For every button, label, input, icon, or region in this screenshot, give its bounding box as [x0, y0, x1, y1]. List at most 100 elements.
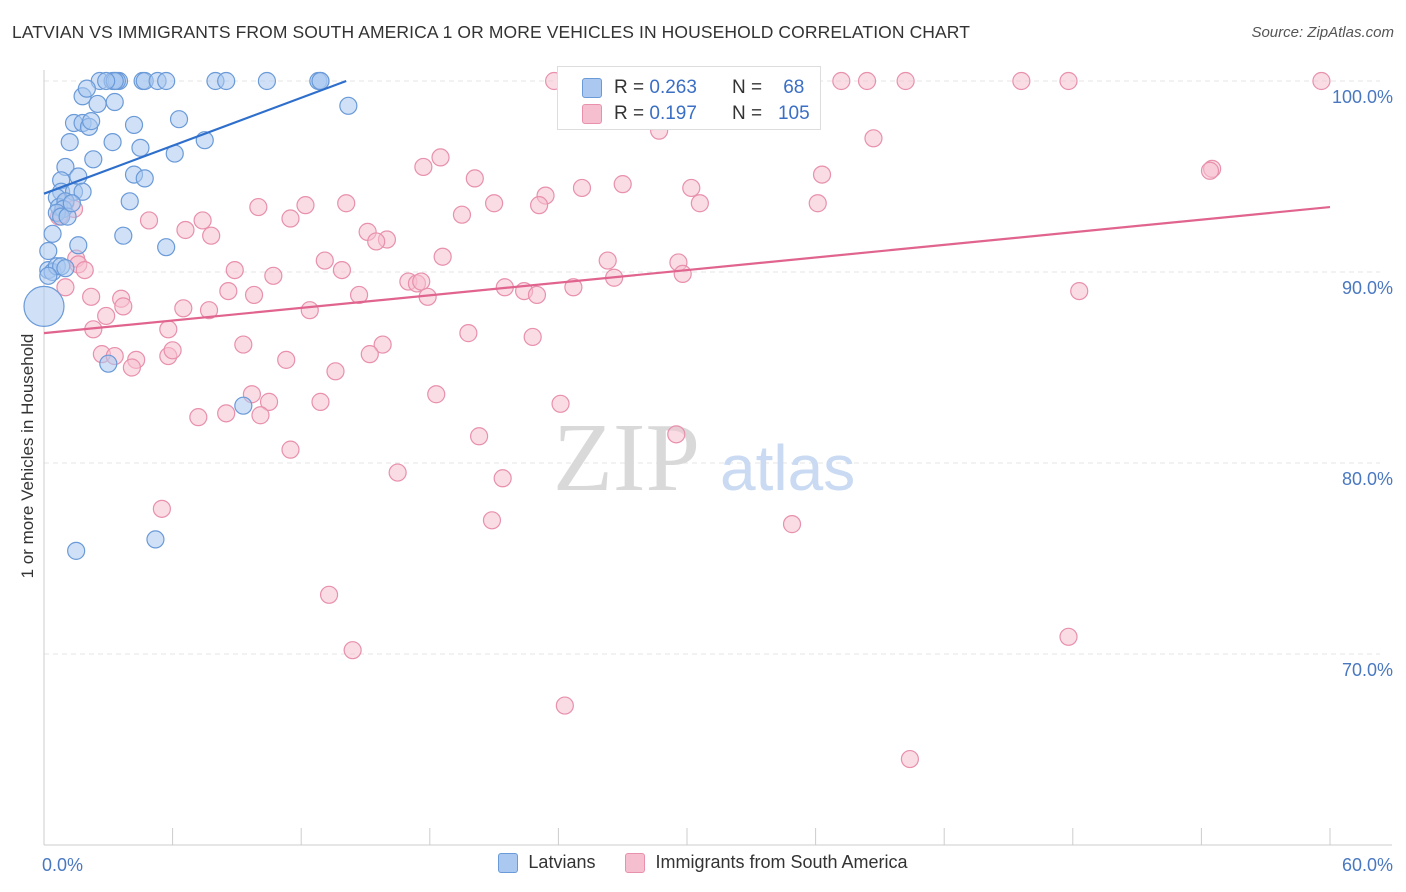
immigrant-point — [277, 350, 296, 369]
trend-lines — [43, 79, 1331, 335]
immigrant-point — [667, 425, 686, 444]
immigrant-point — [82, 287, 101, 306]
immigrant-point — [433, 247, 452, 266]
tick-labels: 70.0% 80.0% 90.0% 100.0% 0.0% 60.0% — [42, 87, 1393, 875]
immigrant-point — [199, 301, 219, 320]
y-tick-label: 100.0% — [1332, 87, 1393, 107]
immigrant-point — [465, 169, 484, 188]
immigrant-point — [122, 358, 141, 377]
immigrant-point — [896, 71, 915, 91]
latvian-point — [234, 396, 253, 415]
immigrant-point — [832, 71, 851, 91]
immigrant-point — [857, 71, 877, 91]
immigrant-point — [219, 282, 238, 301]
immigrant-point — [427, 385, 446, 404]
immigrant-point — [1012, 71, 1031, 91]
x-tick-label: 0.0% — [42, 855, 83, 875]
latvian-point — [124, 115, 144, 135]
latvian-point — [99, 354, 118, 373]
series-legend: Latvians Immigrants from South America — [0, 852, 1406, 873]
latvian-point — [169, 110, 189, 129]
immigrant-point — [459, 324, 478, 343]
immigrant-point — [564, 278, 583, 297]
immigrant-point — [812, 165, 832, 184]
latvian-point — [157, 238, 176, 257]
immigrant-point — [326, 362, 345, 381]
immigrant-point — [296, 196, 315, 215]
latvian-point — [82, 112, 101, 131]
latvian-point — [103, 133, 122, 152]
immigrant-point — [1059, 627, 1078, 646]
immigrant-point — [1059, 71, 1078, 91]
immigrant-point — [452, 205, 472, 224]
latvian-point — [257, 71, 277, 91]
latvian-point — [146, 530, 165, 549]
stats-r-label: R = — [614, 103, 650, 124]
legend-label-latvians: Latvians — [528, 852, 596, 872]
latvian-point — [73, 182, 92, 201]
legend-swatch-latvians — [498, 852, 519, 873]
immigrant-point — [551, 394, 570, 413]
immigrant-point — [431, 148, 450, 167]
immigrant-point — [337, 194, 356, 213]
legend-item-latvians[interactable]: Latvians — [498, 852, 595, 873]
trend-line-latvians — [43, 79, 347, 195]
immigrant-point — [259, 392, 279, 411]
immigrant-point — [527, 285, 547, 305]
immigrant-point — [319, 585, 339, 604]
immigrant-point — [808, 194, 827, 213]
immigrant-point — [555, 696, 574, 715]
immigrant-point — [613, 175, 632, 194]
immigrant-point — [343, 641, 362, 660]
immigrant-point — [782, 515, 802, 534]
immigrant-point — [163, 341, 182, 360]
immigrant-point — [249, 197, 268, 217]
x-tick-label: 60.0% — [1342, 855, 1393, 875]
immigrant-point — [469, 427, 489, 446]
latvian-point — [77, 79, 96, 98]
latvian-point — [62, 194, 81, 213]
watermark-zip: ZIP — [553, 404, 700, 512]
stats-row-latvians: R = 0.263 N = 68 — [582, 75, 804, 101]
immigrant-point — [114, 297, 133, 316]
immigrant-point — [1200, 161, 1220, 180]
stats-swatch-latvians — [582, 78, 602, 98]
immigrant-point — [493, 469, 512, 488]
latvian-point — [97, 71, 116, 91]
immigrant-point — [530, 196, 549, 215]
latvian-point — [339, 96, 358, 115]
immigrant-point — [251, 406, 270, 425]
latvian-point — [60, 133, 79, 152]
latvian-point — [69, 236, 88, 255]
axes — [43, 70, 1392, 846]
immigrant-point — [1312, 71, 1331, 91]
latvian-point — [39, 266, 58, 285]
immigrant-point — [673, 264, 692, 284]
legend-label-immigrants: Immigrants from South America — [655, 852, 908, 872]
immigrant-point — [412, 272, 431, 291]
immigrant-point — [234, 335, 253, 354]
gridlines — [44, 80, 1380, 655]
immigrant-point — [315, 251, 334, 270]
legend-swatch-immigrants — [625, 852, 646, 873]
immigrant-point — [572, 178, 592, 198]
legend-item-immigrants[interactable]: Immigrants from South America — [625, 852, 908, 873]
immigrant-point — [485, 194, 504, 213]
immigrant-point — [75, 260, 94, 280]
y-tick-label: 70.0% — [1342, 660, 1393, 680]
latvian-point — [131, 138, 150, 157]
immigrant-point — [139, 211, 159, 230]
immigrant-point — [281, 209, 300, 228]
chart-title: LATVIAN VS IMMIGRANTS FROM SOUTH AMERICA… — [12, 22, 971, 42]
stats-n-label: N = — [732, 77, 768, 98]
latvian-point — [311, 71, 330, 91]
stats-swatch-immigrants — [582, 104, 602, 124]
stats-n-label: N = — [732, 103, 768, 124]
immigrant-point — [690, 194, 709, 213]
immigrant-point — [360, 345, 379, 364]
immigrant-point — [311, 392, 330, 411]
latvian-point — [43, 224, 62, 243]
immigrant-point — [482, 511, 502, 530]
stats-r-value: 0.197 — [649, 103, 697, 124]
immigrant-point — [56, 278, 75, 297]
